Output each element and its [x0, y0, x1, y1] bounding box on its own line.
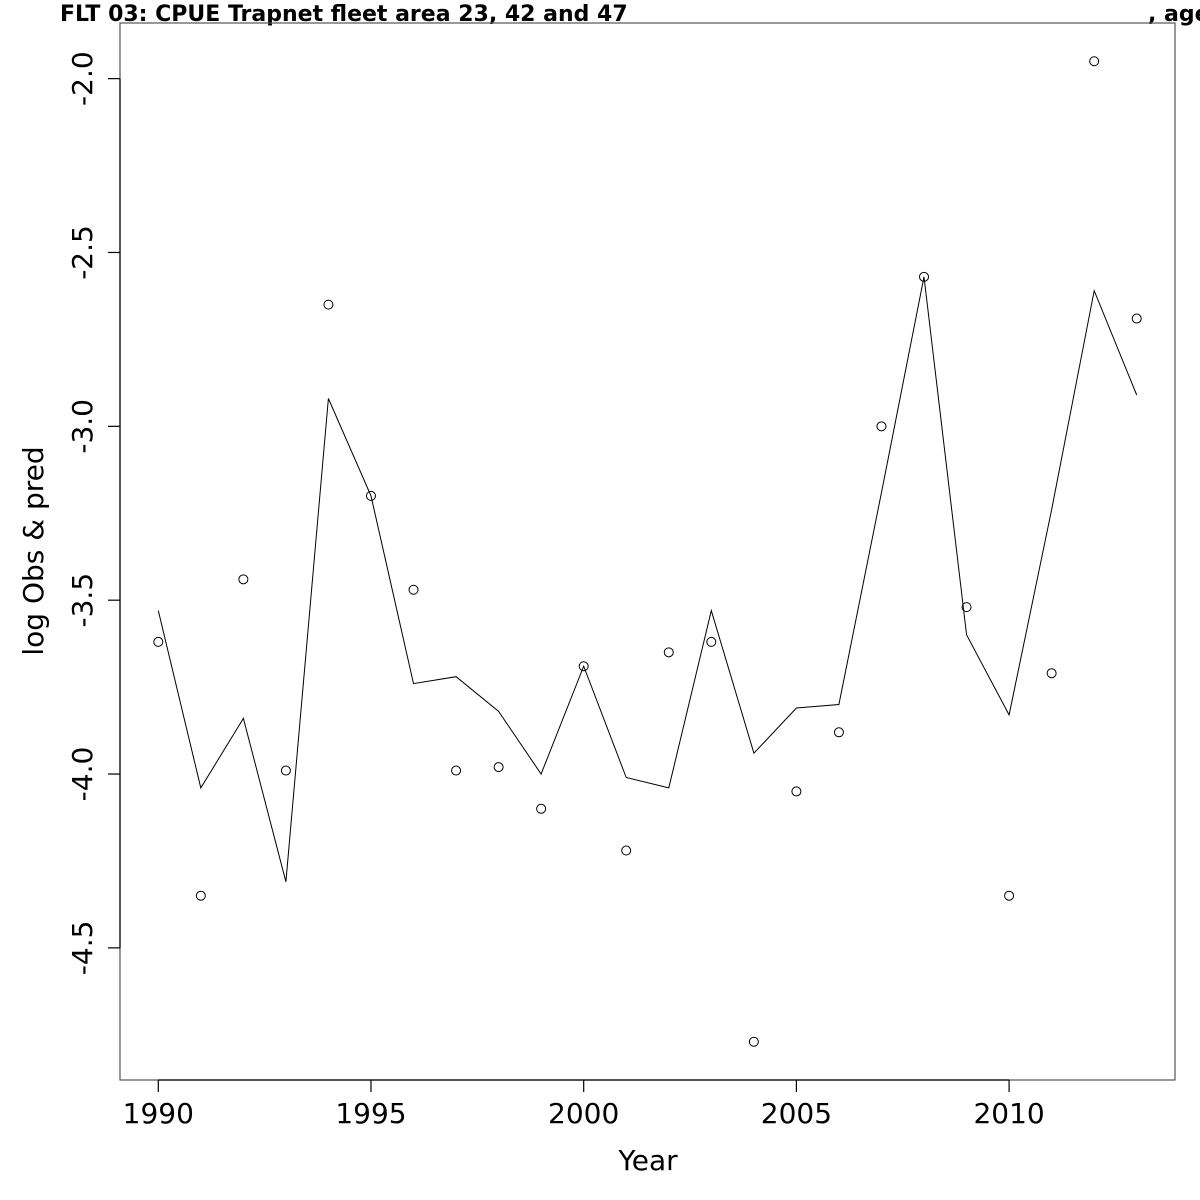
y-axis-label: log Obs & pred: [17, 446, 50, 655]
x-axis: 1990 1995 2000 2005 2010: [123, 1079, 1045, 1130]
observed-point: [195, 890, 206, 901]
observed-point: [280, 765, 291, 776]
observed-point: [621, 845, 632, 856]
x-axis-label: Year: [617, 1144, 678, 1177]
observed-point: [876, 421, 887, 432]
y-axis: -2.0 -2.5 -3.0 -3.5 -4.0 -4.5: [66, 51, 121, 976]
observed-point: [1089, 56, 1100, 67]
predicted-line: [157, 276, 1138, 882]
y-tick-label: -2.0: [66, 51, 99, 106]
observed-point: [919, 271, 930, 282]
observed-point: [1004, 890, 1015, 901]
observed-point: [663, 647, 674, 658]
observed-series: [153, 56, 1142, 1047]
observed-point: [493, 762, 504, 773]
y-tick-label: -3.5: [66, 573, 99, 628]
observed-point: [961, 602, 972, 613]
observed-point: [536, 803, 547, 814]
predicted-series: [157, 276, 1138, 882]
observed-point: [365, 490, 376, 501]
y-tick-label: -4.5: [66, 921, 99, 976]
observed-point: [578, 661, 589, 672]
x-tick-label: 2005: [761, 1097, 832, 1130]
x-tick-label: 2000: [548, 1097, 619, 1130]
observed-point: [408, 584, 419, 595]
x-tick-label: 2010: [973, 1097, 1044, 1130]
observed-point: [791, 786, 802, 797]
observed-point: [451, 765, 462, 776]
observed-point: [1046, 668, 1057, 679]
x-tick-label: 1995: [335, 1097, 406, 1130]
y-tick-label: -4.0: [66, 747, 99, 802]
observed-point: [833, 727, 844, 738]
observed-point: [238, 574, 249, 585]
y-tick-label: -3.0: [66, 399, 99, 454]
observed-point: [153, 636, 164, 647]
observed-point: [323, 299, 334, 310]
y-tick-label: -2.5: [66, 225, 99, 280]
observed-point: [748, 1036, 759, 1047]
observed-point: [1131, 313, 1142, 324]
plot-area-frame: [119, 22, 1176, 1081]
observed-point: [706, 636, 717, 647]
x-tick-label: 1990: [123, 1097, 194, 1130]
